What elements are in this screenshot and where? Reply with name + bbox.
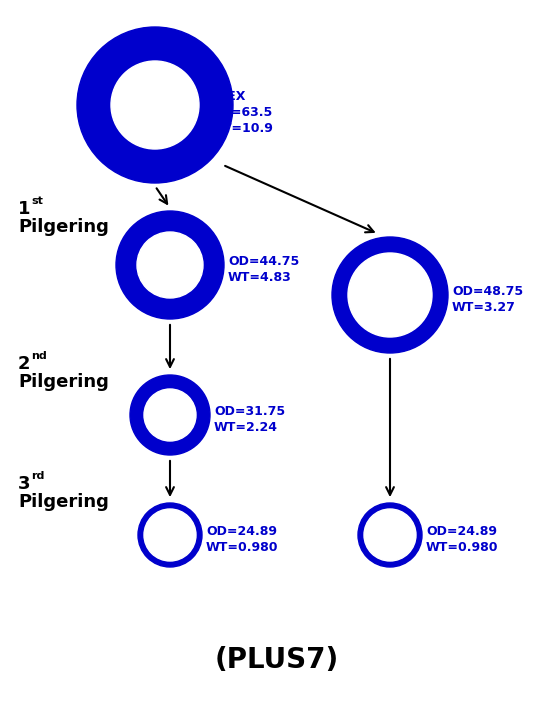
Text: OD=48.75
WT=3.27: OD=48.75 WT=3.27 xyxy=(452,285,523,314)
Text: Pilgering: Pilgering xyxy=(18,218,109,236)
Text: OD=31.75
WT=2.24: OD=31.75 WT=2.24 xyxy=(214,405,285,434)
Circle shape xyxy=(332,237,448,353)
Text: 2: 2 xyxy=(18,355,30,373)
Text: 1: 1 xyxy=(18,200,30,218)
Circle shape xyxy=(348,253,432,337)
Circle shape xyxy=(364,509,416,561)
Text: Pilgering: Pilgering xyxy=(18,373,109,391)
Text: Pilgering: Pilgering xyxy=(18,493,109,511)
Text: 3: 3 xyxy=(18,475,30,493)
Text: OD=44.75
WT=4.83: OD=44.75 WT=4.83 xyxy=(228,255,299,284)
Circle shape xyxy=(111,61,199,149)
Circle shape xyxy=(137,232,203,298)
Circle shape xyxy=(144,509,196,561)
Text: st: st xyxy=(31,196,43,206)
Text: rd: rd xyxy=(31,471,44,481)
Circle shape xyxy=(130,375,210,455)
Circle shape xyxy=(138,503,202,567)
Text: OD=24.89
WT=0.980: OD=24.89 WT=0.980 xyxy=(426,525,499,554)
Circle shape xyxy=(144,389,196,441)
Text: OD=24.89
WT=0.980: OD=24.89 WT=0.980 xyxy=(206,525,279,554)
Circle shape xyxy=(77,27,233,183)
Text: (PLUS7): (PLUS7) xyxy=(215,646,339,674)
Circle shape xyxy=(116,211,224,319)
Text: TREX
OD=63.5
WT=10.9: TREX OD=63.5 WT=10.9 xyxy=(210,90,274,135)
Text: nd: nd xyxy=(31,351,47,361)
Circle shape xyxy=(358,503,422,567)
